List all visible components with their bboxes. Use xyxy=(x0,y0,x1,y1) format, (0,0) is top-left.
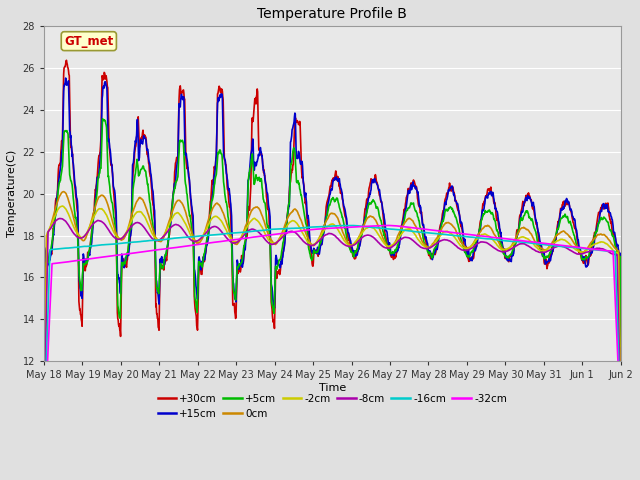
-32cm xyxy=(40,435,48,441)
+30cm xyxy=(422,242,430,248)
+5cm xyxy=(498,242,506,248)
-32cm xyxy=(617,420,625,426)
-2cm xyxy=(234,239,241,245)
Line: -8cm: -8cm xyxy=(44,218,621,423)
-16cm xyxy=(617,417,625,423)
+15cm xyxy=(498,237,506,242)
+15cm xyxy=(40,366,48,372)
Line: -16cm: -16cm xyxy=(44,226,621,431)
-2cm xyxy=(422,245,430,251)
-8cm xyxy=(422,246,430,252)
-16cm xyxy=(548,243,556,249)
+15cm xyxy=(234,257,241,263)
-32cm xyxy=(384,223,392,228)
Line: 0cm: 0cm xyxy=(44,192,621,425)
+5cm xyxy=(548,243,556,249)
Legend: +30cm, +15cm, +5cm, 0cm, -2cm, -8cm, -16cm, -32cm: +30cm, +15cm, +5cm, 0cm, -2cm, -8cm, -16… xyxy=(154,389,511,423)
+30cm xyxy=(40,369,48,375)
-2cm xyxy=(155,237,163,243)
0cm xyxy=(60,189,67,194)
-16cm xyxy=(233,230,241,236)
-16cm xyxy=(422,230,430,236)
-16cm xyxy=(498,238,506,243)
+30cm xyxy=(234,264,241,270)
0cm xyxy=(498,245,506,251)
-32cm xyxy=(422,227,430,232)
+5cm xyxy=(40,434,48,440)
+30cm xyxy=(63,58,70,63)
-32cm xyxy=(498,235,506,241)
-8cm xyxy=(40,420,48,426)
+15cm xyxy=(548,249,556,254)
+15cm xyxy=(62,75,70,81)
0cm xyxy=(155,238,163,244)
+5cm xyxy=(155,291,163,297)
-2cm xyxy=(498,247,506,252)
-16cm xyxy=(154,237,162,243)
-32cm xyxy=(233,237,241,242)
Line: +5cm: +5cm xyxy=(44,119,621,437)
-16cm xyxy=(168,236,176,241)
-8cm xyxy=(56,216,64,221)
-8cm xyxy=(498,249,506,254)
-8cm xyxy=(617,413,625,419)
Line: +30cm: +30cm xyxy=(44,60,621,375)
-2cm xyxy=(617,408,625,413)
-2cm xyxy=(59,203,67,209)
+5cm xyxy=(422,245,430,251)
+30cm xyxy=(169,196,177,202)
+5cm xyxy=(99,116,106,121)
+15cm xyxy=(169,196,177,202)
-2cm xyxy=(40,421,48,427)
Title: Temperature Profile B: Temperature Profile B xyxy=(257,7,407,21)
-32cm xyxy=(168,245,176,251)
-8cm xyxy=(234,239,241,245)
Line: +15cm: +15cm xyxy=(44,78,621,373)
0cm xyxy=(169,208,177,214)
+30cm xyxy=(548,249,556,255)
0cm xyxy=(422,243,430,249)
-2cm xyxy=(169,215,177,220)
0cm xyxy=(617,399,625,405)
+5cm xyxy=(234,264,241,270)
+30cm xyxy=(498,240,506,246)
0cm xyxy=(234,241,241,247)
-8cm xyxy=(155,237,163,243)
+15cm xyxy=(617,371,625,376)
+15cm xyxy=(155,298,163,303)
-2cm xyxy=(548,241,556,247)
-16cm xyxy=(40,428,48,434)
-32cm xyxy=(548,241,556,247)
+30cm xyxy=(617,372,625,378)
+30cm xyxy=(155,325,163,331)
-8cm xyxy=(548,246,556,252)
0cm xyxy=(548,239,556,245)
-8cm xyxy=(169,223,177,229)
-16cm xyxy=(344,223,351,228)
+5cm xyxy=(617,343,625,349)
Line: -32cm: -32cm xyxy=(44,226,621,438)
X-axis label: Time: Time xyxy=(319,383,346,393)
0cm xyxy=(40,422,48,428)
Line: -2cm: -2cm xyxy=(44,206,621,424)
+5cm xyxy=(169,199,177,205)
Y-axis label: Temperature(C): Temperature(C) xyxy=(7,150,17,237)
+15cm xyxy=(422,237,430,242)
-32cm xyxy=(154,247,162,252)
Text: GT_met: GT_met xyxy=(64,35,113,48)
